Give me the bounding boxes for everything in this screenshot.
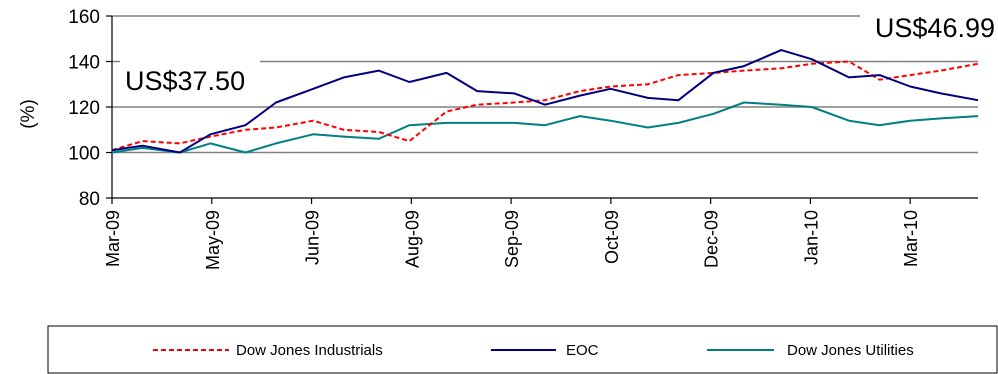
x-tick-label: Oct-09 — [602, 210, 622, 264]
legend-label: Dow Jones Industrials — [236, 342, 383, 359]
y-tick-label: 100 — [68, 144, 100, 165]
x-tick-label: May-09 — [203, 210, 223, 270]
y-tick-label: 120 — [68, 98, 100, 119]
x-tick-label: Jan-10 — [801, 210, 821, 265]
annotations: US$37.50 US$46.99 — [120, 6, 998, 96]
y-tick-label: 160 — [68, 7, 100, 28]
axes — [106, 15, 978, 204]
legend: Dow Jones Industrials EOC Dow Jones Utilit… — [47, 325, 998, 374]
y-tick-label: 80 — [79, 189, 100, 210]
x-tick-label: Mar-10 — [901, 210, 921, 267]
price-annotation: US$37.50 — [125, 66, 245, 96]
annotation-background — [120, 58, 260, 96]
legend-label: EOC — [566, 342, 599, 359]
y-tick-labels: 80 100 120 140 160 — [68, 7, 100, 210]
x-tick-label: Sep-09 — [502, 210, 522, 268]
annotation-background — [860, 6, 998, 46]
x-tick-label: Mar-09 — [103, 210, 123, 267]
series-line-2 — [111, 101, 979, 154]
x-tick-labels: Mar-09 May-09 Jun-09 Aug-09 Sep-09 Oct-09 Dec-… — [103, 210, 921, 270]
series-line-0 — [111, 60, 979, 152]
x-tick-label: Aug-09 — [402, 210, 422, 268]
y-tick-label: 140 — [68, 53, 100, 74]
x-tick-label: Jun-09 — [303, 210, 323, 265]
x-tick-label: Dec-09 — [702, 210, 722, 268]
legend-label: Dow Jones Utilities — [787, 342, 914, 359]
price-annotation: US$46.99 — [875, 13, 995, 43]
series-lines — [111, 49, 979, 154]
series-line-1 — [111, 49, 979, 154]
y-axis-label: (%) — [18, 99, 39, 129]
